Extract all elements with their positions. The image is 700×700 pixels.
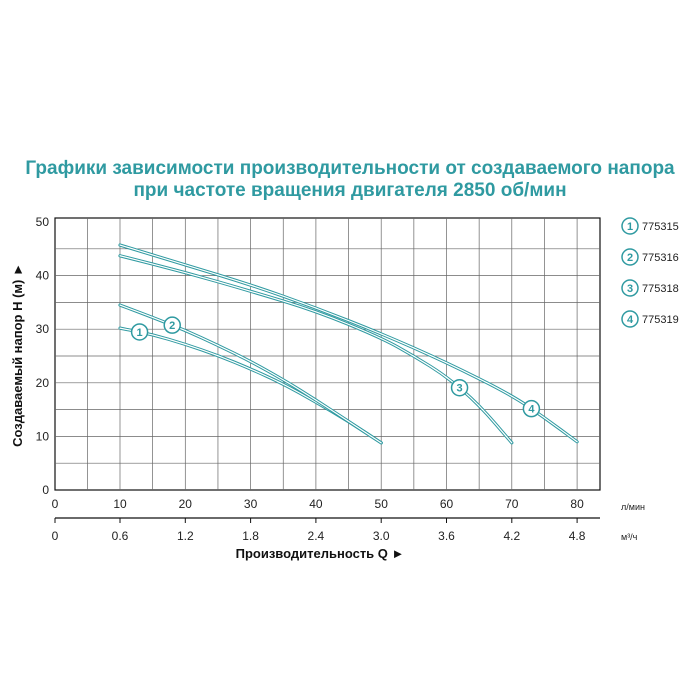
y-tick-label: 10 [36, 429, 50, 443]
x-tick-label: 50 [375, 497, 389, 511]
series-marker-label: 3 [456, 383, 462, 395]
series-marker-label: 1 [137, 327, 143, 339]
series-marker-1 [130, 323, 149, 341]
series-marker-label: 4 [528, 404, 535, 416]
y-tick-label: 30 [36, 322, 50, 336]
y-tick-label: 20 [36, 376, 50, 390]
legend-marker-4 [621, 310, 639, 328]
x-tick-label: 40 [309, 497, 323, 511]
legend-series-name: 775315 [642, 221, 679, 233]
series-marker-2 [163, 316, 181, 334]
x2-tick-label: 4.2 [503, 529, 520, 543]
series-marker-4 [522, 399, 541, 418]
x-axis-title: Производительность Q ► [236, 546, 405, 561]
y-axis-title: Создаваемый напор H (м) ► [10, 263, 25, 447]
x2-tick-label: 4.8 [569, 529, 586, 543]
legend-marker-label: 3 [627, 283, 633, 295]
x2-tick-label: 0.6 [112, 529, 129, 543]
legend-series-name: 775316 [642, 252, 679, 264]
y-tick-label: 50 [36, 215, 50, 229]
x-tick-label: 10 [113, 497, 127, 511]
legend-marker-label: 2 [627, 252, 633, 264]
x2-tick-label: 0 [52, 529, 59, 543]
legend-marker-2 [621, 248, 639, 266]
chart-title-line-1: Графики зависимости производительности о… [25, 158, 675, 179]
x2-tick-label: 3.6 [438, 529, 455, 543]
axes: 0 10 20 30 40 50 0 10 20 30 40 50 60 70 80 0 0.6 1.2 1.8 2.… [36, 215, 600, 543]
series-line-highlight-3 [119, 255, 513, 444]
series-line-highlight-2 [119, 304, 382, 444]
legend: 1 775315 2 775316 3 775318 4 775319 [621, 217, 679, 328]
y-tick-label: 0 [42, 483, 49, 497]
x2-tick-label: 3.0 [373, 529, 390, 543]
y-tick-label: 40 [36, 269, 50, 283]
legend-marker-label: 4 [627, 314, 634, 326]
x-tick-label: 70 [505, 497, 519, 511]
legend-series-name: 775318 [642, 283, 679, 295]
x2-tick-label: 2.4 [308, 529, 325, 543]
plot-frame [54, 217, 601, 491]
grid [54, 217, 601, 491]
legend-marker-3 [621, 279, 639, 297]
curves: 1 2 3 4 [118, 243, 579, 445]
x-tick-label: 0 [52, 497, 59, 511]
x-tick-label: 20 [179, 497, 193, 511]
series-marker-3 [450, 378, 469, 397]
x-tick-label: 80 [570, 497, 584, 511]
x2-axis-unit-m3h: м³/ч [621, 532, 638, 542]
x2-tick-label: 1.8 [242, 529, 259, 543]
x2-tick-label: 1.2 [177, 529, 194, 543]
legend-marker-1 [621, 217, 639, 235]
chart-title-line-2: при частоте вращения двигателя 2850 об/м… [133, 180, 567, 201]
series-line-highlight-4 [119, 244, 578, 443]
series-marker-label: 2 [169, 320, 175, 332]
x-tick-label: 60 [440, 497, 454, 511]
legend-series-name: 775319 [642, 314, 679, 326]
x-tick-label: 30 [244, 497, 258, 511]
x-axis-unit-lmin: л/мин [621, 502, 645, 512]
legend-marker-label: 1 [627, 221, 633, 233]
